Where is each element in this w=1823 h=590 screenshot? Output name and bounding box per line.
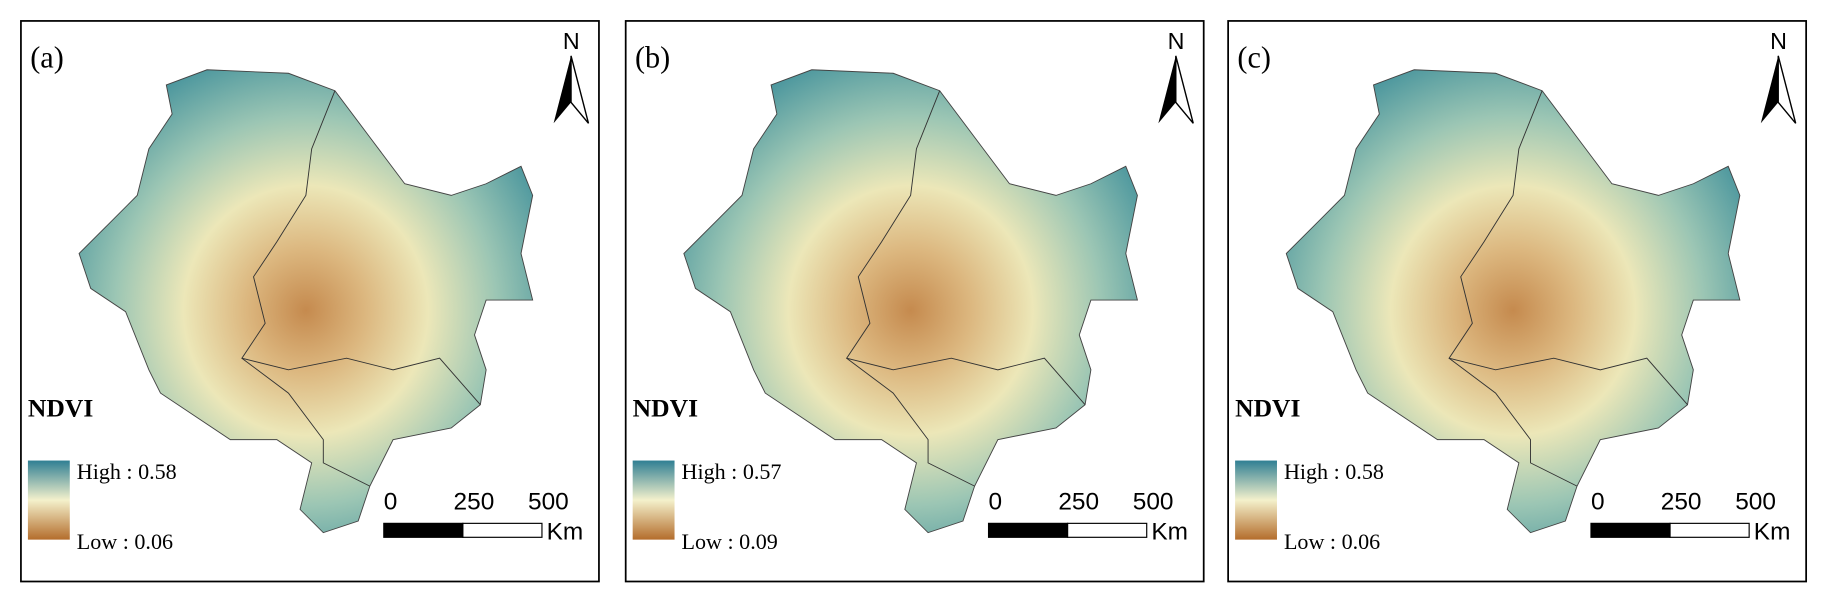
scale-bar-black bbox=[1590, 522, 1671, 538]
panel-label: (b) bbox=[635, 40, 670, 74]
scale-tick-label: 250 bbox=[1058, 488, 1099, 515]
north-label: N bbox=[1168, 28, 1185, 54]
scale-tick-label: 0 bbox=[989, 488, 1003, 515]
province-boundary bbox=[846, 357, 975, 487]
panel-frame bbox=[20, 20, 600, 583]
panel-label: (a) bbox=[30, 40, 64, 74]
scale-bar-black bbox=[383, 522, 464, 538]
region-map bbox=[78, 69, 534, 534]
scale-bar-white bbox=[462, 522, 543, 538]
north-arrow bbox=[570, 55, 590, 124]
province-boundary bbox=[241, 357, 371, 487]
legend-low: Low : 0.09 bbox=[682, 529, 778, 554]
scale-unit: Km bbox=[547, 519, 584, 546]
panel-frame bbox=[624, 20, 1205, 583]
legend-ramp bbox=[1235, 460, 1277, 540]
scale-tick-label: 0 bbox=[384, 488, 398, 515]
scale-bar-white bbox=[1067, 522, 1148, 538]
map-panel: (b) N NDVI High : 0.57 Low : 0.09 0 250 500 Km bbox=[624, 20, 1205, 583]
legend-title: NDVI bbox=[28, 393, 93, 422]
legend-title: NDVI bbox=[1235, 393, 1300, 422]
scale-tick-label: 500 bbox=[1133, 488, 1174, 515]
panel-label: (c) bbox=[1237, 40, 1271, 74]
scale-unit: Km bbox=[1754, 519, 1791, 546]
legend-high: High : 0.58 bbox=[77, 459, 177, 484]
map-panel: (a) N NDVI High : 0.58 Low : 0.06 0 250 500 Km bbox=[20, 20, 600, 583]
region-map bbox=[1285, 69, 1741, 534]
north-arrow bbox=[1760, 55, 1779, 124]
province-boundary bbox=[241, 90, 481, 406]
north-label: N bbox=[563, 28, 580, 54]
province-boundary bbox=[845, 90, 1086, 406]
north-arrow bbox=[553, 55, 572, 124]
scale-bar-white bbox=[1669, 522, 1750, 538]
legend-ramp bbox=[632, 460, 675, 540]
scale-tick-label: 250 bbox=[1661, 488, 1702, 515]
map-panel: (c) N NDVI High : 0.58 Low : 0.06 0 250 500 Km bbox=[1227, 20, 1808, 583]
province-boundary bbox=[1448, 357, 1578, 487]
province-boundary bbox=[1448, 90, 1688, 406]
north-label: N bbox=[1770, 28, 1787, 54]
scale-tick-label: 250 bbox=[454, 488, 495, 515]
scale-unit: Km bbox=[1151, 519, 1188, 546]
legend-ramp bbox=[27, 460, 70, 540]
scale-tick-label: 0 bbox=[1591, 488, 1605, 515]
legend-low: Low : 0.06 bbox=[1284, 529, 1380, 554]
scale-tick-label: 500 bbox=[528, 488, 569, 515]
north-arrow bbox=[1158, 55, 1176, 124]
legend-high: High : 0.57 bbox=[682, 459, 782, 484]
north-arrow bbox=[1175, 55, 1194, 124]
legend-low: Low : 0.06 bbox=[77, 529, 173, 554]
north-arrow bbox=[1777, 55, 1797, 124]
legend-title: NDVI bbox=[633, 393, 698, 422]
panel-frame bbox=[1227, 20, 1808, 583]
scale-tick-label: 500 bbox=[1735, 488, 1776, 515]
region-map bbox=[683, 69, 1139, 534]
legend-high: High : 0.58 bbox=[1284, 459, 1384, 484]
scale-bar-black bbox=[987, 522, 1069, 538]
